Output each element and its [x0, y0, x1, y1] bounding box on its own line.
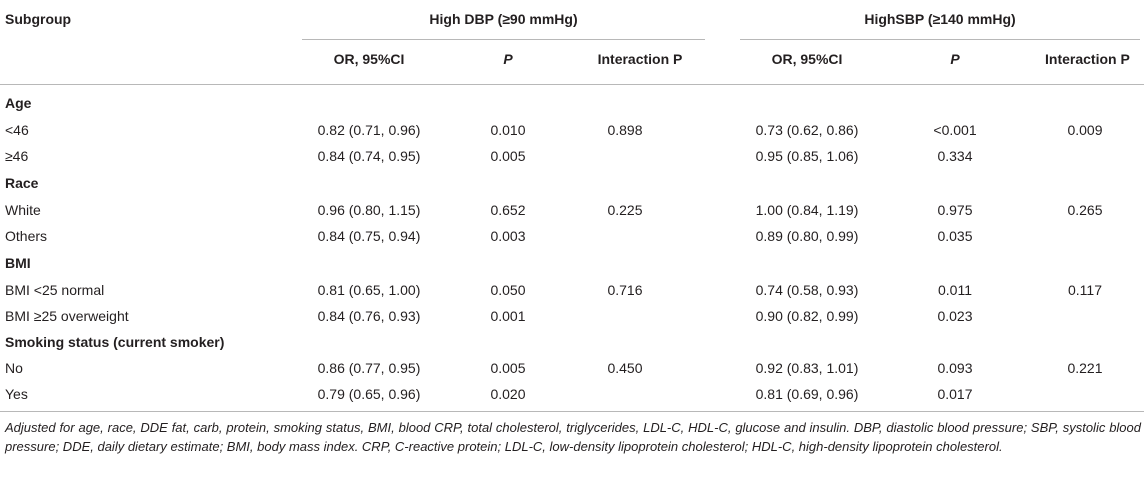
subheader-dbp-interaction-p: Interaction P	[597, 51, 683, 67]
dbp-p-cell: 0.020	[490, 386, 526, 402]
dbp-p-cell: 0.010	[490, 122, 526, 138]
dbp-interaction-cell: 0.450	[607, 360, 643, 376]
dbp-p-cell: 0.001	[490, 308, 526, 324]
header-subgroup: Subgroup	[5, 11, 72, 27]
sbp-p-cell: 0.334	[937, 148, 973, 164]
sbp-or-cell: 0.73 (0.62, 0.86)	[755, 122, 859, 138]
sbp-p-cell: 0.011	[938, 282, 972, 298]
section-title: Age	[5, 95, 32, 111]
dbp-or-cell: 0.84 (0.74, 0.95)	[317, 148, 421, 164]
header-bottom-rule	[0, 84, 1144, 85]
dbp-or-cell: 0.82 (0.71, 0.96)	[317, 122, 421, 138]
sbp-p-cell: <0.001	[933, 122, 977, 138]
subheader-sbp-interaction-p: Interaction P	[1045, 51, 1130, 67]
dbp-p-cell: 0.050	[490, 282, 526, 298]
subheader-sbp-p: P	[950, 51, 960, 67]
dbp-or-cell: 0.86 (0.77, 0.95)	[317, 360, 421, 376]
sbp-p-cell: 0.017	[937, 386, 973, 402]
subheader-dbp-p: P	[503, 51, 513, 67]
dbp-or-cell: 0.79 (0.65, 0.96)	[317, 386, 421, 402]
row-label: ≥46	[5, 148, 29, 164]
dbp-interaction-cell: 0.225	[607, 202, 643, 218]
header-high-sbp: HighSBP (≥140 mmHg)	[864, 11, 1016, 27]
table-bottom-rule	[0, 411, 1144, 412]
dbp-or-cell: 0.84 (0.75, 0.94)	[317, 228, 421, 244]
sbp-interaction-cell: 0.009	[1067, 122, 1103, 138]
sbp-or-cell: 0.95 (0.85, 1.06)	[755, 148, 859, 164]
dbp-interaction-cell: 0.898	[607, 122, 643, 138]
sbp-p-cell: 0.023	[937, 308, 973, 324]
sbp-or-cell: 0.81 (0.69, 0.96)	[755, 386, 859, 402]
dbp-or-cell: 0.96 (0.80, 1.15)	[317, 202, 421, 218]
dbp-p-cell: 0.003	[490, 228, 526, 244]
sbp-interaction-cell: 0.117	[1068, 282, 1102, 298]
dbp-p-cell: 0.005	[490, 148, 526, 164]
row-label: BMI <25 normal	[5, 282, 105, 298]
dbp-or-cell: 0.84 (0.76, 0.93)	[317, 308, 421, 324]
subheader-sbp-or: OR, 95%CI	[771, 51, 843, 67]
sbp-or-cell: 0.92 (0.83, 1.01)	[755, 360, 859, 376]
row-label: Yes	[5, 386, 28, 402]
sbp-p-cell: 0.035	[937, 228, 973, 244]
row-label: White	[5, 202, 41, 218]
header-rule	[302, 39, 705, 40]
header-high-dbp: High DBP (≥90 mmHg)	[429, 11, 578, 27]
row-label: BMI ≥25 overweight	[5, 308, 129, 324]
sbp-or-cell: 1.00 (0.84, 1.19)	[755, 202, 859, 218]
sbp-interaction-cell: 0.221	[1067, 360, 1103, 376]
table-footnote: Adjusted for age, race, DDE fat, carb, p…	[5, 420, 1141, 454]
sbp-or-cell: 0.74 (0.58, 0.93)	[755, 282, 859, 298]
sbp-or-cell: 0.90 (0.82, 0.99)	[755, 308, 859, 324]
dbp-p-cell: 0.005	[490, 360, 526, 376]
sbp-interaction-cell: 0.265	[1067, 202, 1103, 218]
row-label: <46	[5, 122, 29, 138]
sbp-p-cell: 0.975	[937, 202, 973, 218]
dbp-p-cell: 0.652	[490, 202, 526, 218]
row-label: No	[5, 360, 23, 376]
section-title: Race	[5, 175, 39, 191]
section-title: BMI	[5, 255, 31, 271]
sbp-p-cell: 0.093	[937, 360, 973, 376]
subheader-dbp-or: OR, 95%CI	[333, 51, 405, 67]
sbp-or-cell: 0.89 (0.80, 0.99)	[755, 228, 859, 244]
header-rule	[740, 39, 1140, 40]
section-title: Smoking status (current smoker)	[5, 334, 225, 350]
dbp-or-cell: 0.81 (0.65, 1.00)	[317, 282, 421, 298]
row-label: Others	[5, 228, 48, 244]
dbp-interaction-cell: 0.716	[607, 282, 643, 298]
